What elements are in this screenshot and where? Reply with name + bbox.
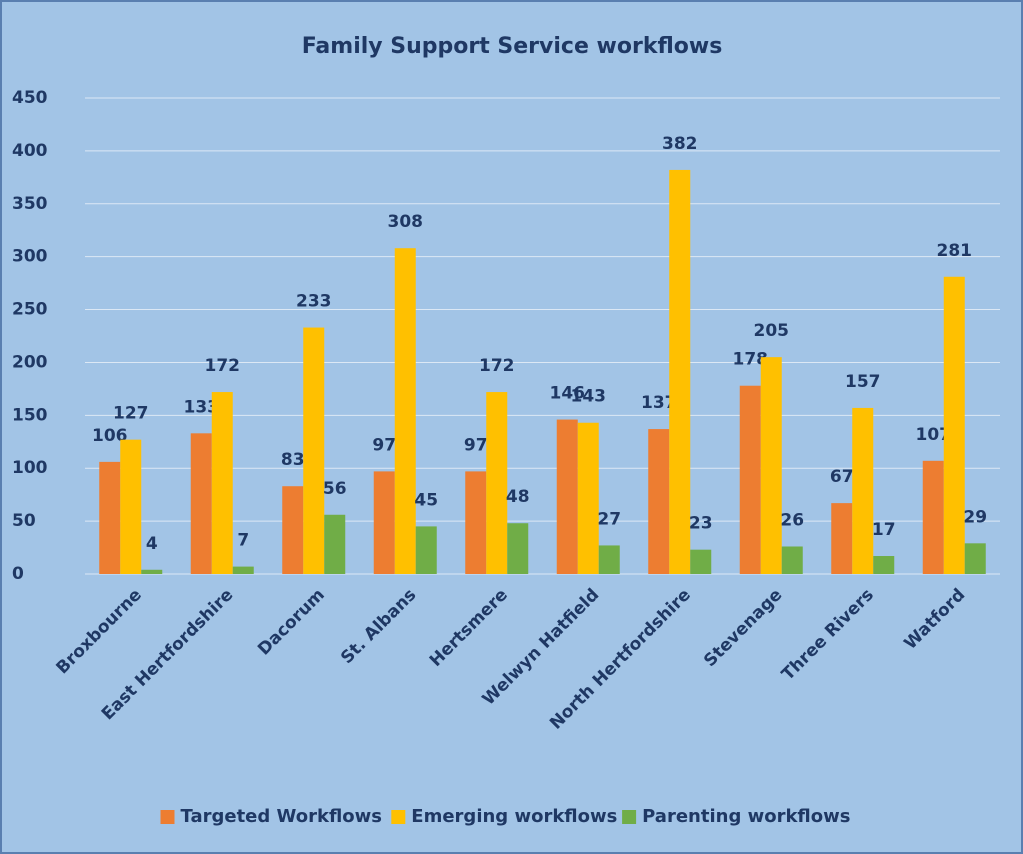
bar — [415, 526, 437, 574]
y-tick-label: 400 — [12, 141, 48, 161]
bar — [873, 556, 895, 574]
data-label: 7 — [237, 531, 249, 551]
legend-swatch — [391, 810, 406, 824]
data-label: 106 — [92, 426, 128, 446]
data-label: 233 — [296, 292, 332, 312]
bar — [577, 422, 599, 574]
chart-title: Family Support Service workflows — [302, 34, 723, 59]
data-label: 143 — [571, 387, 607, 407]
bar — [373, 471, 395, 574]
y-tick-label: 150 — [12, 405, 48, 425]
data-label: 382 — [662, 134, 698, 154]
data-label: 48 — [506, 487, 530, 507]
legend-swatch — [622, 810, 637, 824]
legend-label: Targeted Workflows — [181, 806, 383, 827]
bar — [760, 357, 782, 574]
bar — [141, 569, 163, 574]
bar — [690, 549, 712, 574]
y-tick-label: 0 — [12, 564, 24, 584]
bar — [486, 392, 508, 574]
y-tick-label: 250 — [12, 300, 48, 320]
y-tick-label: 450 — [12, 88, 48, 108]
data-label: 27 — [597, 509, 621, 529]
y-tick-label: 350 — [12, 194, 48, 214]
y-tick-label: 100 — [12, 458, 48, 478]
bar — [831, 503, 853, 574]
bar — [303, 327, 325, 574]
bar — [852, 407, 874, 574]
data-label: 127 — [113, 404, 149, 424]
data-label: 4 — [146, 534, 158, 554]
bar — [781, 546, 803, 574]
bar — [99, 461, 121, 574]
data-label: 83 — [281, 450, 305, 470]
bar — [556, 419, 578, 574]
bar — [922, 460, 944, 574]
data-label: 26 — [780, 510, 804, 530]
data-label: 107 — [916, 425, 952, 445]
y-tick-label: 200 — [12, 352, 48, 372]
legend-label: Parenting workflows — [642, 806, 850, 827]
bar — [943, 276, 965, 574]
bar — [120, 439, 142, 574]
data-label: 56 — [323, 479, 347, 499]
data-label: 281 — [937, 241, 973, 261]
y-tick-label: 50 — [12, 511, 36, 531]
y-tick-label: 300 — [12, 247, 48, 267]
bar — [669, 169, 691, 574]
data-label: 97 — [464, 435, 488, 455]
bar — [211, 392, 233, 574]
bar — [282, 486, 304, 574]
bar — [964, 543, 986, 574]
bar — [648, 429, 670, 574]
bar — [394, 248, 416, 574]
data-label: 23 — [689, 514, 713, 534]
bar — [598, 545, 620, 574]
data-label: 67 — [830, 467, 854, 487]
legend-label: Emerging workflows — [411, 806, 617, 827]
bar — [232, 566, 254, 574]
data-label: 178 — [733, 350, 769, 370]
bar — [739, 385, 761, 574]
data-label: 137 — [641, 393, 677, 413]
data-label: 133 — [184, 397, 220, 417]
legend-swatch — [160, 810, 175, 824]
data-label: 29 — [963, 507, 987, 527]
data-label: 172 — [205, 356, 241, 376]
bar — [324, 514, 346, 574]
data-label: 205 — [754, 321, 790, 341]
data-label: 17 — [872, 520, 896, 540]
bar — [465, 471, 487, 574]
data-label: 157 — [845, 372, 881, 392]
data-label: 146 — [550, 384, 586, 404]
bar — [190, 433, 212, 574]
data-label: 172 — [479, 356, 515, 376]
data-label: 45 — [414, 490, 438, 510]
data-label: 308 — [388, 212, 424, 232]
data-label: 97 — [372, 435, 396, 455]
bar — [507, 523, 529, 574]
